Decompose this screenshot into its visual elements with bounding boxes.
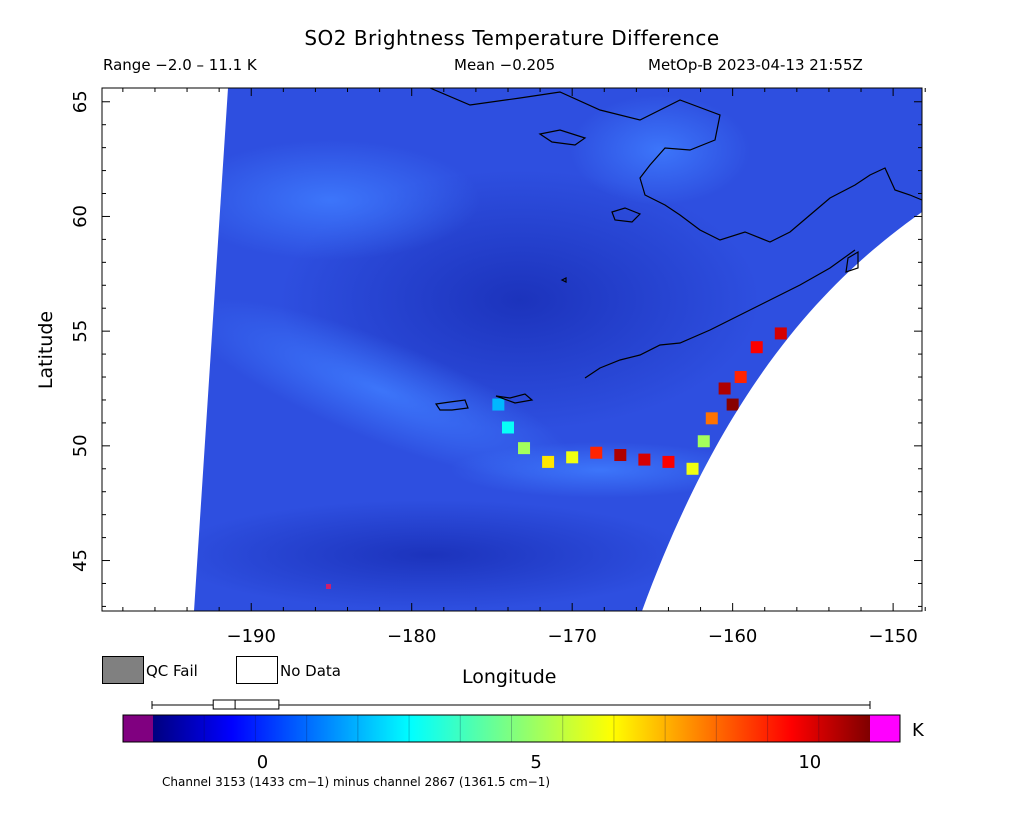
- plume-pixel: [705, 412, 718, 425]
- plot-frame: [101, 87, 923, 612]
- no-data-swatch: [236, 656, 278, 684]
- plot-title: SO2 Brightness Temperature Difference: [304, 26, 720, 50]
- plume-pixel: [542, 455, 555, 468]
- coastline-alaska-mainland: [429, 88, 922, 243]
- colorbar-tick-label: 10: [798, 752, 821, 773]
- mean-label: Mean −0.205: [454, 56, 556, 74]
- swath-light-band: [194, 298, 576, 482]
- plume-pixel: [638, 453, 651, 466]
- channel-footnote: Channel 3153 (1433 cm−1) minus channel 2…: [162, 775, 551, 789]
- plume-pixel: [734, 371, 747, 384]
- qc-fail-pixel: [326, 584, 331, 589]
- y-tick-label: 45: [70, 549, 91, 572]
- plume-pixel: [492, 398, 505, 411]
- x-tick-label: −170: [547, 626, 596, 647]
- colorbar-tick-labels: 0 5 10: [257, 752, 822, 773]
- colorbar-tick-label: 0: [257, 752, 268, 773]
- colorbar-unit: K: [912, 720, 924, 741]
- colorbar: 0 5 10: [122, 699, 901, 773]
- y-tick-label: 65: [70, 90, 91, 113]
- colorbar-tick-label: 5: [530, 752, 541, 773]
- plume-pixel: [750, 341, 763, 354]
- qc-fail-label: QC Fail: [146, 662, 198, 680]
- colorbar-under-swatch: [123, 715, 153, 742]
- y-tick-label: 60: [70, 205, 91, 228]
- range-label: Range −2.0 – 11.1 K: [103, 56, 257, 74]
- plume-pixel: [566, 451, 579, 464]
- coastline-st-lawrence: [538, 129, 587, 146]
- satellite-time-label: MetOp-B 2023-04-13 21:55Z: [648, 56, 863, 74]
- swath-data: [194, 88, 922, 611]
- coastline-pribilof: [560, 277, 567, 283]
- colorbar-segments: [203, 715, 820, 742]
- x-tick-label: −150: [868, 626, 917, 647]
- colorbar-box-iqr: [212, 699, 280, 710]
- plume-pixel: [518, 442, 531, 455]
- plume-pixel: [614, 449, 627, 462]
- coastline-aleutians-west: [434, 399, 469, 411]
- x-tick-label: −160: [708, 626, 757, 647]
- x-tick-label: −190: [227, 626, 276, 647]
- plume-pixel: [774, 327, 787, 340]
- x-tick-label: −180: [387, 626, 436, 647]
- so2-plume: [492, 327, 787, 475]
- plume-pixel: [686, 462, 699, 475]
- plume-pixel: [718, 382, 731, 395]
- x-axis-label: Longitude: [462, 666, 557, 688]
- y-tick-label: 50: [70, 434, 91, 457]
- swath-light-band-mid: [450, 442, 750, 498]
- y-tick-label: 55: [70, 320, 91, 343]
- qc-fail-swatch: [102, 656, 144, 684]
- colorbar-gradient: [153, 715, 870, 742]
- axis-tick-labels: −190 −180 −170 −160 −150 45 50 55 60 65: [70, 90, 918, 647]
- plume-pixel: [697, 435, 710, 448]
- coastline-aleutians-mid: [495, 393, 534, 404]
- swath-light-band-north: [194, 140, 480, 260]
- coastlines: [429, 88, 922, 411]
- plume-pixel: [662, 455, 675, 468]
- swath-dark-band-south: [194, 500, 690, 610]
- axis-ticks: [102, 88, 926, 611]
- colorbar-frame: [122, 714, 901, 743]
- no-data-label: No Data: [280, 662, 341, 680]
- coastline-kodiak: [845, 250, 859, 273]
- plume-pixel: [501, 421, 514, 434]
- plume-pixel: [726, 398, 739, 411]
- plume-pixel: [590, 446, 603, 459]
- coastline-nunivak: [611, 207, 642, 223]
- swath-light-band-east: [570, 95, 750, 205]
- coastline-alaska-peninsula: [584, 249, 856, 379]
- colorbar-over-swatch: [870, 715, 900, 742]
